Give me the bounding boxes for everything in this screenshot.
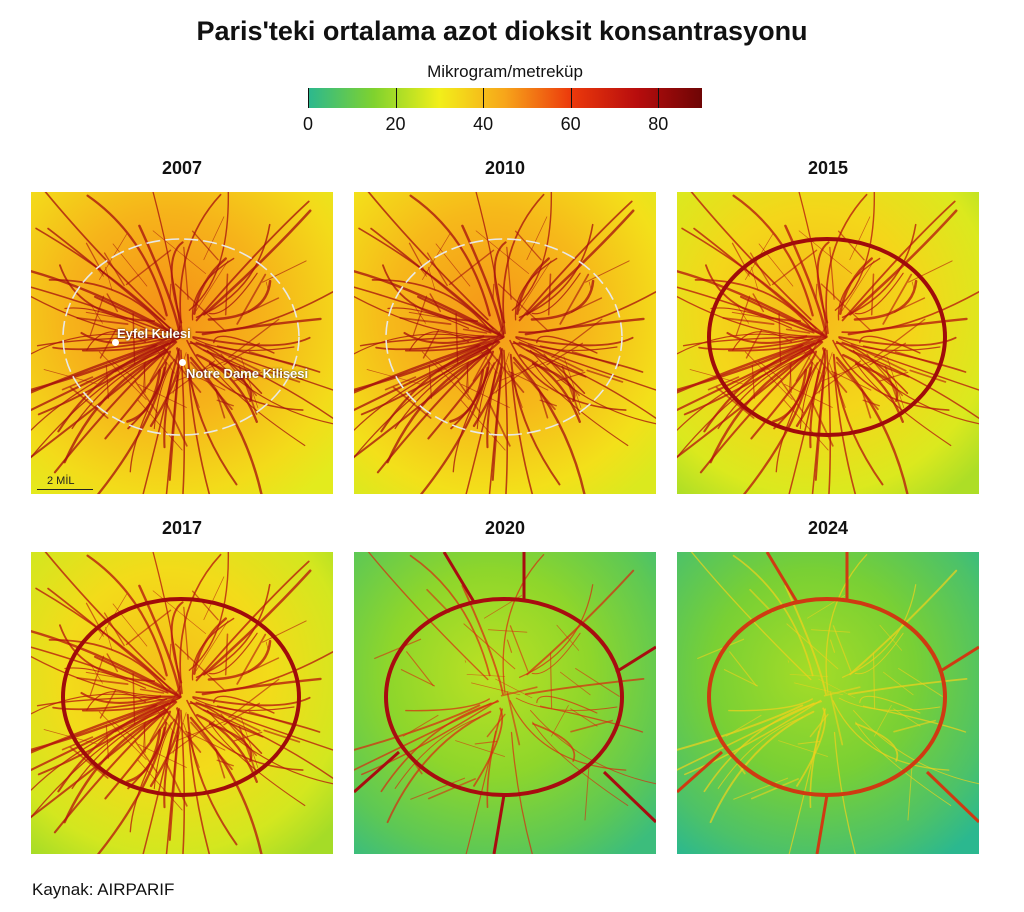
- road-network: [31, 192, 333, 494]
- source-note: Kaynak: AIRPARIF: [32, 880, 175, 899]
- road-network: [677, 552, 979, 854]
- legend-tick: [483, 88, 485, 108]
- map-panel-2015: [677, 192, 979, 494]
- legend-unit: Mikrogram/metreküp: [427, 62, 583, 81]
- legend-tick: [570, 88, 572, 108]
- no2-map-2007: [31, 192, 333, 494]
- panel-year-2024: 2024: [807, 518, 849, 538]
- no2-map-2010: [354, 192, 656, 494]
- no2-map-2020: [354, 552, 656, 854]
- road-network: [31, 552, 333, 854]
- panel-year-2007: 2007: [161, 158, 203, 178]
- road-network: [354, 192, 656, 494]
- landmark-label: Eyfel Kulesi: [117, 326, 191, 341]
- major-highways: [677, 552, 979, 854]
- landmark-label: Notre Dame Kilisesi: [186, 366, 309, 381]
- panel-year-2010: 2010: [484, 158, 526, 178]
- legend-tick-label: 20: [385, 114, 406, 134]
- peripheral-ring-road: [61, 597, 301, 797]
- landmark-marker: [179, 359, 186, 366]
- chart-title: Paris'teki ortalama azot dioksit konsant…: [196, 16, 808, 46]
- map-panel-2007: Eyfel Kulesi Notre Dame Kilisesi 2 MİL: [31, 192, 333, 494]
- no2-map-2024: [677, 552, 979, 854]
- map-panel-2010: [354, 192, 656, 494]
- legend-color-bar: [308, 88, 702, 108]
- legend-tick-label: 60: [560, 114, 581, 134]
- major-highways: [354, 552, 656, 854]
- legend-tick: [308, 88, 309, 108]
- panel-year-2015: 2015: [807, 158, 849, 178]
- scale-bar: [37, 489, 93, 490]
- peripheral-ring-road: [385, 238, 623, 436]
- concentration-field: [354, 552, 656, 854]
- legend-tick-label: 80: [648, 114, 669, 134]
- no2-map-2017: [31, 552, 333, 854]
- panel-year-2020: 2020: [484, 518, 526, 538]
- panel-year-2017: 2017: [161, 518, 203, 538]
- no2-map-2015: [677, 192, 979, 494]
- concentration-field: [677, 552, 979, 854]
- map-panel-2020: [354, 552, 656, 854]
- legend-tick: [395, 88, 397, 108]
- landmark-marker: [112, 339, 119, 346]
- road-network: [354, 552, 656, 854]
- legend-tick: [658, 88, 660, 108]
- legend-tick-label: 40: [473, 114, 494, 134]
- peripheral-ring-road: [707, 237, 947, 437]
- map-panel-2017: [31, 552, 333, 854]
- scale-label: 2 MİL: [47, 475, 75, 487]
- legend-tick-label: 0: [302, 114, 313, 134]
- map-panel-2024: [677, 552, 979, 854]
- peripheral-ring-road: [62, 238, 300, 436]
